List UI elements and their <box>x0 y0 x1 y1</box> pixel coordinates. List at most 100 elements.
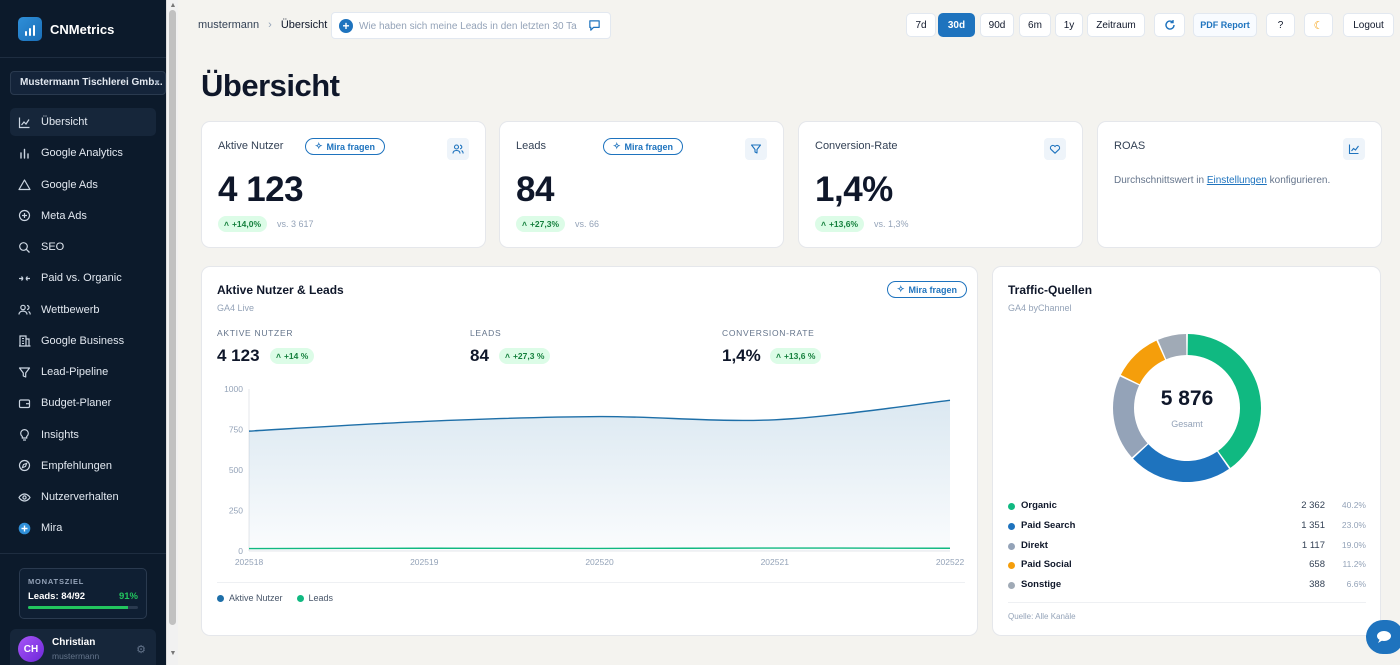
compare-value: vs. 1,3% <box>874 219 909 229</box>
sidebar-nav: Übersicht Google Analytics Google Ads Meta … <box>10 108 156 546</box>
help-button[interactable]: ? <box>1266 13 1295 37</box>
donut-slice-direkt[interactable] <box>1113 376 1148 458</box>
company-name: Mustermann Tischlerei Gmb... <box>20 77 163 88</box>
sidebar-item-seo[interactable]: SEO <box>10 233 156 261</box>
sidebar-item-nutzerverhalten[interactable]: Nutzerverhalten <box>10 483 156 511</box>
donut-slice-paid-search[interactable] <box>1133 444 1230 482</box>
chat-bubble-icon[interactable] <box>588 19 601 32</box>
refresh-button[interactable] <box>1154 13 1185 37</box>
pdf-report-button[interactable]: PDF Report <box>1193 13 1257 37</box>
legend-label: Leads <box>308 593 334 603</box>
logout-button[interactable]: Logout <box>1343 13 1394 37</box>
range-button-1y[interactable]: 1y <box>1055 13 1083 37</box>
arrow-up-icon: ˄ <box>522 219 527 229</box>
user-profile[interactable]: CH Christian mustermann ⚙ <box>10 629 156 665</box>
plus-circle-icon <box>18 210 31 222</box>
section-subtitle: GA4 Live <box>217 303 255 313</box>
sidebar-item-übersicht[interactable]: Übersicht <box>10 108 156 136</box>
moon-icon: ☾ <box>1313 19 1324 32</box>
sidebar-item-insights[interactable]: Insights <box>10 421 156 449</box>
metric-label: CONVERSION-RATE <box>722 328 815 338</box>
y-tick-label: 250 <box>229 506 243 516</box>
mira-ask-button[interactable]: ✧ Mira fragen <box>603 138 684 155</box>
funnel-icon <box>18 366 31 378</box>
sidebar-item-google-ads[interactable]: Google Ads <box>10 171 156 199</box>
logo-icon <box>18 17 42 41</box>
range-button-30d[interactable]: 30d <box>938 13 975 37</box>
settings-link[interactable]: Einstellungen <box>1206 175 1267 186</box>
donut-slice-sonstige[interactable] <box>1157 334 1187 360</box>
mira-ask-button[interactable]: ✧ Mira fragen <box>305 138 386 155</box>
sidebar-item-label: Google Analytics <box>41 147 123 160</box>
metric-value: 1,4% <box>722 346 761 365</box>
sidebar-item-google-business[interactable]: Google Business <box>10 327 156 355</box>
range-button-zeitraum[interactable]: Zeitraum <box>1087 13 1145 37</box>
donut-total: 5 876 <box>1160 387 1214 410</box>
x-tick-label: 202522 <box>936 557 965 567</box>
sidebar-item-lead-pipeline[interactable]: Lead-Pipeline <box>10 358 156 386</box>
sidebar-item-mira[interactable]: Mira <box>10 514 156 542</box>
legend-item[interactable]: Aktive Nutzer <box>217 593 283 603</box>
traffic-row: Direkt 1 117 19.0% <box>1008 540 1366 554</box>
source-note: Quelle: Alle Kanäle <box>1008 612 1076 621</box>
delta-value: +27,3 % <box>512 351 545 361</box>
goal-title: MONATSZIEL <box>28 577 85 586</box>
donut-slice-paid-social[interactable] <box>1120 340 1166 385</box>
app-logo[interactable]: CNMetrics <box>18 17 114 41</box>
sidebar-item-meta-ads[interactable]: Meta Ads <box>10 202 156 230</box>
traffic-count: 2 362 <box>1301 500 1325 511</box>
funnel-icon <box>745 138 767 160</box>
delta-badge: ˄ +14 % <box>270 348 315 364</box>
line-chart-icon <box>1343 138 1365 160</box>
page-title: Übersicht <box>201 68 340 103</box>
legend-item[interactable]: Leads <box>296 593 334 603</box>
delta-badge: ˄ +27,3% <box>516 216 566 232</box>
traffic-name: Paid Search <box>1021 519 1076 531</box>
delta-badge: ˄ +13,6% <box>815 216 865 232</box>
traffic-row: Paid Social 658 11.2% <box>1008 559 1366 573</box>
legend-dot <box>1008 582 1015 590</box>
sidebar-item-label: Google Business <box>41 334 125 347</box>
arrow-up-icon: ˄ <box>821 219 826 229</box>
mira-ask-button[interactable]: ✧ Mira fragen <box>887 281 968 298</box>
sidebar-item-google-analytics[interactable]: Google Analytics <box>10 139 156 167</box>
building-icon <box>19 335 31 347</box>
y-tick-label: 500 <box>229 465 243 475</box>
delta-badge: ˄ +13,6 % <box>770 348 822 364</box>
ask-input[interactable] <box>359 18 584 34</box>
chevron-down-icon: ▼ <box>153 78 161 87</box>
heart-icon <box>1044 138 1066 160</box>
donut-slice-organic[interactable] <box>1187 334 1261 468</box>
sidebar-item-label: Budget-Planer <box>41 397 112 410</box>
compare-value: vs. 66 <box>575 219 600 229</box>
wallet-icon <box>18 399 31 408</box>
chat-launcher-button[interactable] <box>1366 620 1400 654</box>
traffic-name: Organic <box>1021 500 1057 511</box>
traffic-row: Organic 2 362 40.2% <box>1008 500 1366 514</box>
dark-mode-button[interactable]: ☾ <box>1304 13 1333 37</box>
line-chart-icon <box>18 117 30 128</box>
traffic-name: Sonstige <box>1021 579 1062 591</box>
breadcrumb-root[interactable]: mustermann <box>198 19 260 31</box>
sidebar-scrollbar[interactable]: ▲ ▼ <box>166 0 178 665</box>
kpi-label: ROAS <box>1114 140 1146 152</box>
sidebar-item-budget-planer[interactable]: Budget-Planer <box>10 389 156 417</box>
gear-icon[interactable]: ⚙ <box>136 644 146 656</box>
company-selector[interactable]: Mustermann Tischlerei Gmb... ▼ <box>10 71 166 95</box>
sidebar-item-label: SEO <box>41 241 65 253</box>
delta-value: +14,0% <box>231 219 262 229</box>
goal-progress-fill <box>28 606 129 609</box>
scroll-down-icon[interactable]: ▼ <box>169 650 177 657</box>
scrollbar-thumb[interactable] <box>169 10 176 625</box>
scroll-up-icon[interactable]: ▲ <box>169 2 177 9</box>
mira-ask-label: Mira fragen <box>908 284 958 295</box>
range-button-7d[interactable]: 7d <box>906 13 936 37</box>
donut-total-label: Gesamt <box>1171 419 1203 429</box>
range-button-90d[interactable]: 90d <box>980 13 1014 37</box>
sidebar-item-empfehlungen[interactable]: Empfehlungen <box>10 452 156 480</box>
range-button-6m[interactable]: 6m <box>1019 13 1051 37</box>
sidebar-item-wettbewerb[interactable]: Wettbewerb <box>10 296 156 324</box>
sidebar-item-paid-vs-organic[interactable]: Paid vs. Organic <box>10 264 156 292</box>
section-title: Aktive Nutzer & Leads <box>217 283 344 297</box>
ask-mira-bar: + <box>331 12 611 39</box>
